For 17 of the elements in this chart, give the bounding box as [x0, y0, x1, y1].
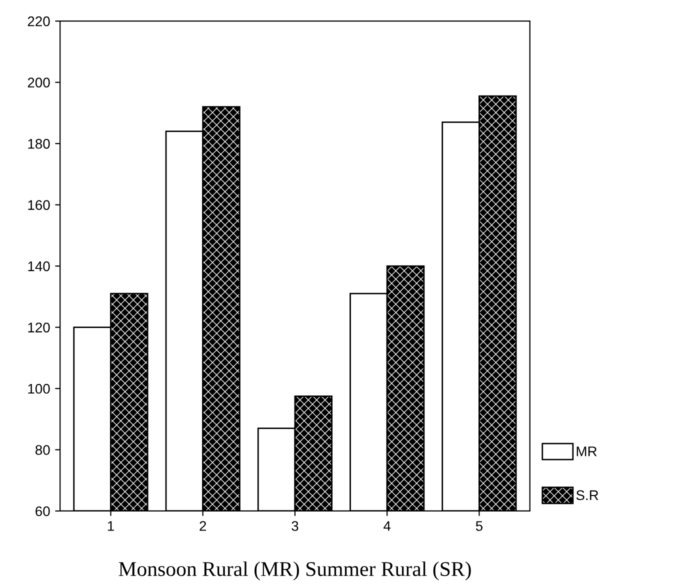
y-tick-label: 80	[36, 445, 50, 455]
y-tick-label: 200	[28, 78, 50, 88]
x-tick-label: 3	[292, 521, 298, 531]
y-tick-label: 120	[28, 322, 50, 332]
y-tick-label: 140	[28, 261, 50, 272]
x-tick-label: 4	[384, 521, 391, 531]
x-tick-label: 5	[476, 521, 482, 531]
x-tick-label: 2	[200, 521, 206, 531]
legend-label: S.R	[576, 490, 598, 500]
y-tick-label: 60	[36, 506, 50, 516]
x-axis-title: Monsoon Rural (MR) Summer Rural (SR)	[118, 561, 471, 580]
x-tick-label: 1	[108, 521, 114, 531]
y-tick-label: 160	[28, 200, 50, 210]
y-tick-label: 220	[28, 16, 50, 26]
y-tick-label: 100	[28, 384, 50, 394]
y-tick-label: 180	[28, 138, 50, 149]
legend-label: MR	[576, 446, 597, 456]
